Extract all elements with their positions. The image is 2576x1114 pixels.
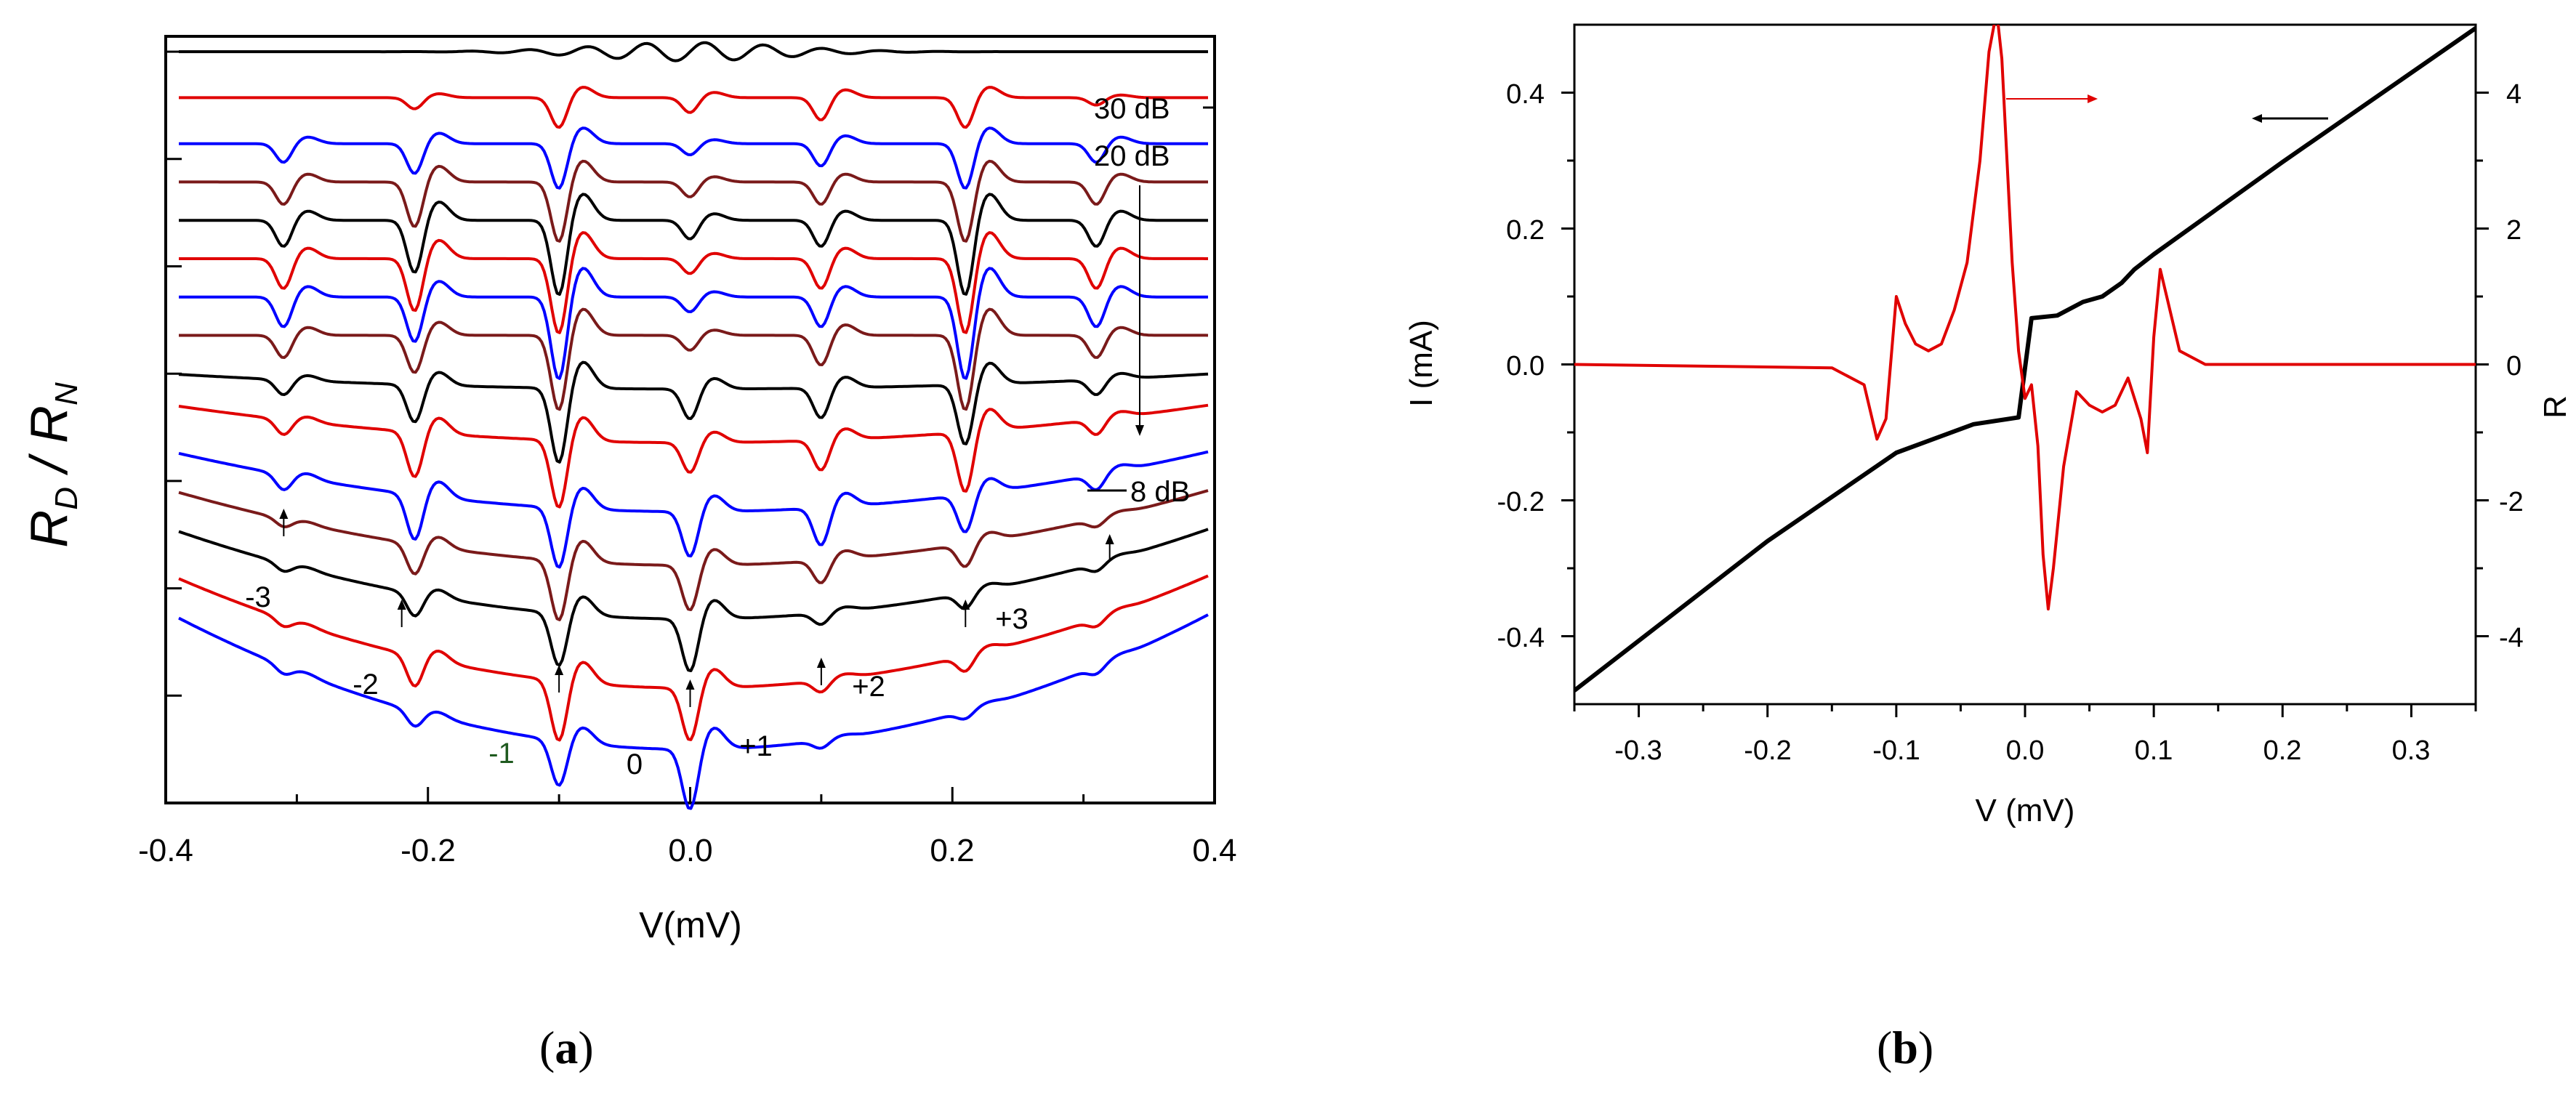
b-dvdi-axis-arrowhead [2088, 94, 2098, 103]
a-peak-arrowhead [397, 600, 406, 610]
a-peak-label: +2 [852, 671, 885, 703]
a-peak-arrowhead [279, 509, 289, 519]
chart-b: 0.4 0.2 0.0 -0.2 -0.4 4 2 0 -2 -4 -0.3 -… [1404, 23, 2573, 828]
b-yright-tick-label: 0 [2506, 351, 2521, 382]
b-yright-tick-label: 2 [2506, 215, 2521, 246]
a-xtick-label: 0.0 [668, 833, 712, 868]
a-xtick-label: -0.4 [138, 833, 193, 868]
a-peak-arrowhead [816, 658, 826, 668]
a-trace-line [179, 41, 1208, 62]
a-trace-line [178, 528, 1209, 672]
b-xtick-label: -0.3 [1614, 735, 1662, 766]
a-trace-line [179, 231, 1208, 334]
a-power-label-30db: 30 dB [1094, 93, 1170, 125]
a-xtick-label: 0.2 [930, 833, 974, 868]
chart-a-ticks [164, 50, 1216, 803]
b-yaxis-left-title: I (mA) [1404, 320, 1439, 407]
b-xaxis-title: V (mV) [1976, 793, 2075, 828]
a-trace-line [178, 450, 1209, 569]
b-xtick-label: 0.3 [2392, 735, 2431, 766]
panel-b-label: (b) [1877, 1022, 1934, 1073]
a-trace-line [179, 267, 1208, 380]
a-power-label-8db: 8 dB [1130, 476, 1190, 508]
chart-b-ticks [1561, 92, 2489, 717]
a-trace-line [179, 86, 1208, 129]
chart-a: -0.4 -0.2 0.0 0.2 0.4 V(mV) RD / RN 30 d… [20, 35, 1237, 945]
a-peak-arrowhead [961, 600, 970, 610]
chart-b-traces [1574, 25, 2476, 693]
chart-a-traces [178, 41, 1209, 810]
a-trace-line [179, 126, 1208, 190]
b-xtick-label: 0.2 [2263, 735, 2302, 766]
a-peak-label: -2 [353, 669, 379, 701]
a-xtick-label: -0.2 [401, 833, 456, 868]
b-yaxis-right-title: R [2537, 395, 2573, 419]
b-iv-curve [1574, 26, 2476, 693]
b-yright-tick-label: -2 [2499, 487, 2524, 517]
a-trace-line [179, 307, 1209, 411]
b-xtick-label: -0.1 [1872, 735, 1920, 766]
a-peak-arrowhead [1105, 534, 1114, 544]
b-dvdi-curve [1574, 25, 2476, 611]
panel-a-label: (a) [539, 1022, 594, 1073]
chart-a-annotations [279, 509, 1114, 707]
a-xtick-label: 0.4 [1192, 833, 1236, 868]
b-yleft-tick-label: -0.4 [1497, 623, 1545, 653]
a-power-label-20db: 20 dB [1094, 140, 1170, 172]
a-trace-line [178, 489, 1209, 621]
a-peak-label: -1 [488, 738, 515, 770]
a-yaxis-title: RD / RN [20, 382, 84, 548]
a-xaxis-title: V(mV) [639, 905, 742, 945]
b-xtick-label: -0.2 [1744, 735, 1791, 766]
a-peak-label: -3 [245, 581, 271, 613]
a-peak-label: +3 [995, 603, 1029, 635]
a-trace-line [178, 574, 1209, 742]
b-xtick-label: 0.0 [2006, 735, 2045, 766]
b-yleft-tick-label: 0.2 [1506, 215, 1545, 246]
a-trace-line [179, 193, 1208, 296]
a-peak-arrowhead [685, 679, 695, 690]
a-peak-label: +1 [739, 730, 773, 762]
a-trace-line [178, 613, 1209, 810]
b-yleft-tick-label: -0.2 [1497, 487, 1545, 517]
a-peak-label: 0 [627, 748, 643, 780]
b-yright-tick-label: -4 [2499, 623, 2524, 653]
b-yleft-tick-label: 0.0 [1506, 351, 1545, 382]
b-yleft-tick-label: 0.4 [1506, 79, 1545, 110]
a-trace-line [178, 403, 1209, 509]
a-power-direction-arrowhead [1135, 425, 1144, 436]
a-trace-line [178, 360, 1209, 464]
b-yright-tick-label: 4 [2506, 79, 2521, 110]
b-iv-axis-arrowhead [2252, 114, 2262, 123]
a-trace-line [179, 159, 1208, 243]
b-xtick-label: 0.1 [2135, 735, 2173, 766]
a-peak-arrowhead [555, 665, 564, 675]
